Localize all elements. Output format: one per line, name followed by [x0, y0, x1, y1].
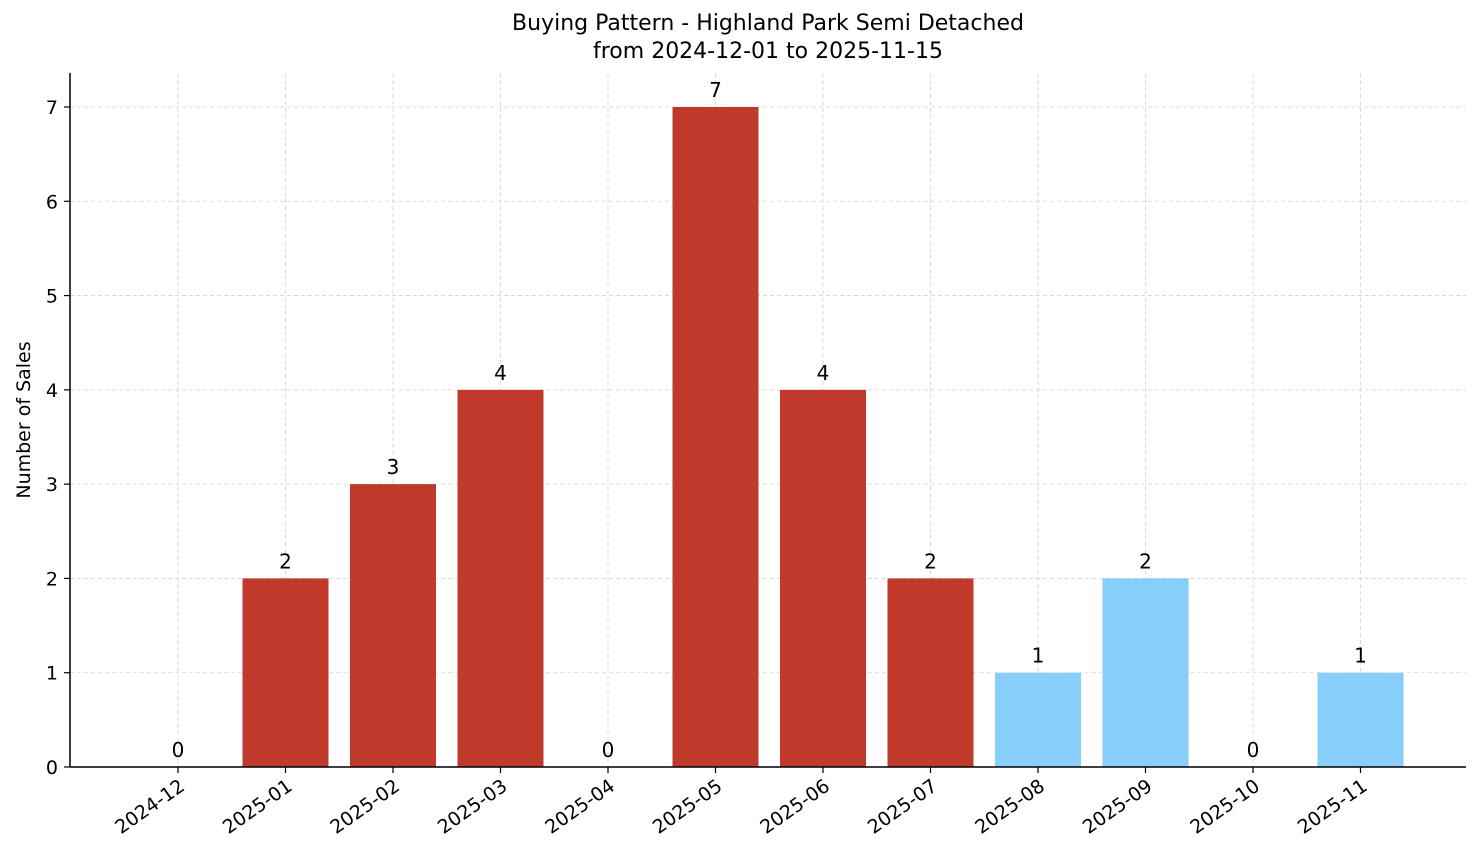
bar-2025-03	[457, 389, 544, 767]
bar-value-label: 1	[1032, 644, 1045, 668]
x-tick-label: 2025-11	[1294, 775, 1372, 839]
x-tick-label: 2025-06	[756, 775, 834, 839]
bar-2025-08	[995, 672, 1081, 767]
y-tick-label: 6	[46, 191, 58, 213]
bars	[242, 107, 1404, 767]
y-tick-label: 3	[46, 474, 58, 496]
x-tick-label: 2025-03	[434, 775, 512, 839]
x-tick-label: 2025-04	[541, 775, 619, 839]
bar-value-label: 1	[1354, 644, 1367, 668]
axes	[69, 73, 1466, 768]
chart-subtitle: from 2024-12-01 to 2025-11-15	[593, 39, 943, 64]
bar-value-label: 0	[602, 738, 615, 762]
x-tick-label: 2024-12	[111, 775, 189, 839]
x-tick-label: 2025-09	[1079, 775, 1157, 839]
bar-value-label: 4	[817, 361, 830, 385]
bar-value-label: 4	[494, 361, 507, 385]
bar-value-label: 2	[924, 549, 937, 573]
bar-value-label: 2	[1139, 549, 1152, 573]
bar-2025-07	[887, 578, 974, 767]
chart-title: Buying Pattern - Highland Park Semi Deta…	[0, 10, 1481, 66]
data-labels: 0 2 3 4 0 7 4 2 1 2 0 1	[172, 78, 1367, 762]
bar-2025-02	[350, 484, 436, 767]
x-tick-label: 2025-10	[1186, 775, 1264, 839]
x-tick-label: 2025-05	[649, 775, 727, 839]
bar-2025-09	[1102, 578, 1189, 767]
bar-value-label: 2	[279, 549, 292, 573]
y-tick-label: 0	[46, 757, 58, 779]
y-tick-label: 4	[46, 380, 58, 402]
bar-value-label: 3	[387, 455, 400, 479]
bar-value-label: 0	[1247, 738, 1260, 762]
bar-value-label: 7	[709, 78, 722, 102]
chart-title-main: Buying Pattern - Highland Park Semi Deta…	[512, 11, 1024, 36]
y-tick-label: 2	[46, 568, 58, 590]
x-axis-ticks: 2024-12 2025-01 2025-02 2025-03 2025-04 2025-…	[111, 767, 1371, 839]
y-axis-ticks: 0 1 2 3 4 5 6 7	[46, 97, 70, 779]
bar-value-label: 0	[172, 738, 185, 762]
x-tick-label: 2025-07	[864, 775, 942, 839]
bar-2025-01	[242, 578, 329, 767]
y-tick-label: 7	[46, 97, 58, 119]
x-tick-label: 2025-02	[326, 775, 404, 839]
x-tick-label: 2025-01	[219, 775, 297, 839]
bar-2025-05	[672, 107, 759, 767]
y-axis-label: Number of Sales	[13, 341, 35, 498]
bar-2025-11	[1317, 672, 1404, 767]
x-tick-label: 2025-08	[971, 775, 1049, 839]
y-tick-label: 5	[46, 286, 58, 308]
y-tick-label: 1	[46, 663, 58, 685]
bar-2025-06	[780, 389, 866, 767]
